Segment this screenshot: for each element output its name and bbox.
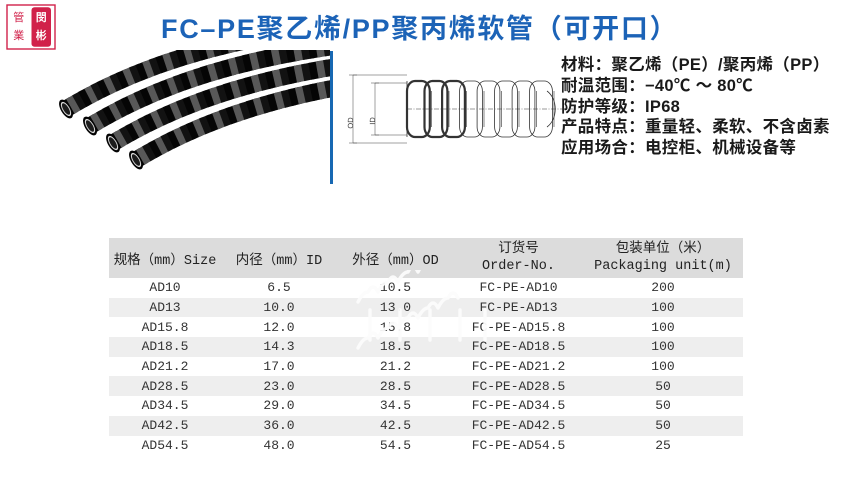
svg-text:OD: OD xyxy=(346,117,355,129)
svg-text:業: 業 xyxy=(13,27,24,43)
svg-text:ID: ID xyxy=(368,117,377,125)
svg-text:閔: 閔 xyxy=(36,9,47,25)
svg-text:彬: 彬 xyxy=(36,27,47,43)
svg-text:管: 管 xyxy=(13,9,24,25)
